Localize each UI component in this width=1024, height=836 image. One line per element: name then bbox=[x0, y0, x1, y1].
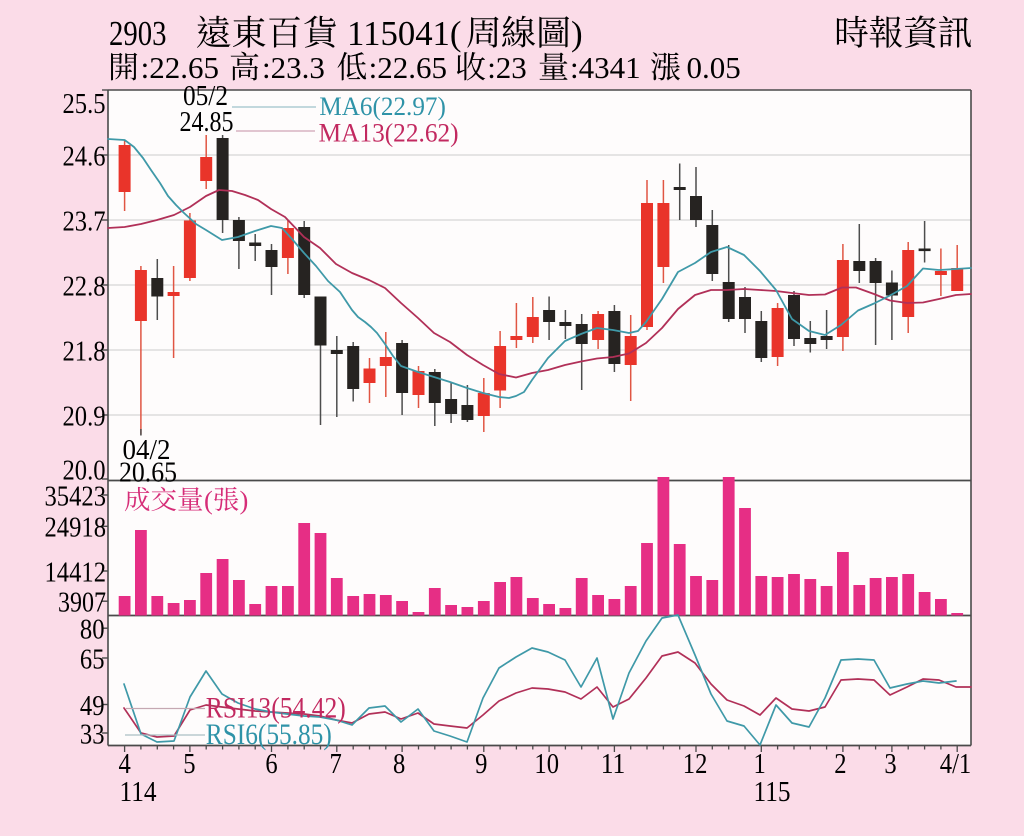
svg-text:12: 12 bbox=[683, 748, 708, 780]
svg-text:2: 2 bbox=[834, 748, 846, 780]
svg-text:RSI13(54.42): RSI13(54.42) bbox=[206, 692, 346, 725]
svg-text:115: 115 bbox=[754, 776, 791, 808]
svg-text:22.8: 22.8 bbox=[63, 270, 106, 302]
svg-text:MA6(22.97): MA6(22.97) bbox=[319, 92, 446, 121]
svg-text:20.0: 20.0 bbox=[63, 454, 106, 486]
svg-text:14412: 14412 bbox=[45, 556, 107, 588]
svg-text:20.9: 20.9 bbox=[63, 400, 106, 432]
svg-text:20.65: 20.65 bbox=[119, 458, 177, 489]
svg-text:80: 80 bbox=[80, 614, 105, 646]
svg-text:0.05: 0.05 bbox=[687, 50, 741, 85]
svg-text:2903: 2903 bbox=[109, 14, 167, 53]
svg-text:10: 10 bbox=[534, 748, 559, 780]
svg-text:6: 6 bbox=[265, 748, 277, 780]
svg-text:24918: 24918 bbox=[45, 512, 107, 544]
svg-text:65: 65 bbox=[80, 643, 105, 675]
svg-text::23.3: :23.3 bbox=[262, 50, 325, 85]
svg-text:24.6: 24.6 bbox=[63, 140, 106, 172]
svg-text:8: 8 bbox=[393, 748, 405, 780]
svg-text:3: 3 bbox=[884, 748, 896, 780]
svg-text:4: 4 bbox=[118, 748, 131, 780]
svg-text:115041(: 115041( bbox=[347, 14, 462, 53]
svg-text:11: 11 bbox=[601, 748, 626, 780]
svg-text::22.65: :22.65 bbox=[369, 50, 447, 85]
svg-text::23: :23 bbox=[487, 50, 527, 85]
svg-text:MA13(22.62): MA13(22.62) bbox=[319, 119, 459, 148]
svg-text:(: ( bbox=[204, 485, 213, 515]
svg-text:49: 49 bbox=[80, 690, 105, 722]
svg-text:21.8: 21.8 bbox=[63, 335, 106, 367]
svg-text:): ) bbox=[571, 14, 583, 53]
svg-text:9: 9 bbox=[475, 748, 487, 780]
svg-text:05/2: 05/2 bbox=[183, 81, 228, 112]
svg-text:): ) bbox=[240, 485, 249, 515]
svg-text:1: 1 bbox=[753, 748, 765, 780]
svg-text:7: 7 bbox=[329, 748, 341, 780]
svg-text:25.5: 25.5 bbox=[63, 88, 106, 120]
svg-text:33: 33 bbox=[80, 718, 105, 750]
svg-text:24.85: 24.85 bbox=[180, 107, 234, 138]
svg-text:3907: 3907 bbox=[58, 587, 106, 619]
svg-text::4341: :4341 bbox=[570, 50, 641, 85]
svg-text:5: 5 bbox=[183, 748, 195, 780]
svg-text:23.7: 23.7 bbox=[63, 205, 106, 237]
svg-text::22.65: :22.65 bbox=[141, 50, 219, 85]
svg-text:RSI6(55.85): RSI6(55.85) bbox=[206, 718, 332, 751]
svg-text:04/2: 04/2 bbox=[123, 435, 171, 466]
svg-text:35423: 35423 bbox=[45, 480, 107, 512]
svg-text:4/1: 4/1 bbox=[940, 748, 972, 780]
svg-text:114: 114 bbox=[120, 776, 157, 808]
